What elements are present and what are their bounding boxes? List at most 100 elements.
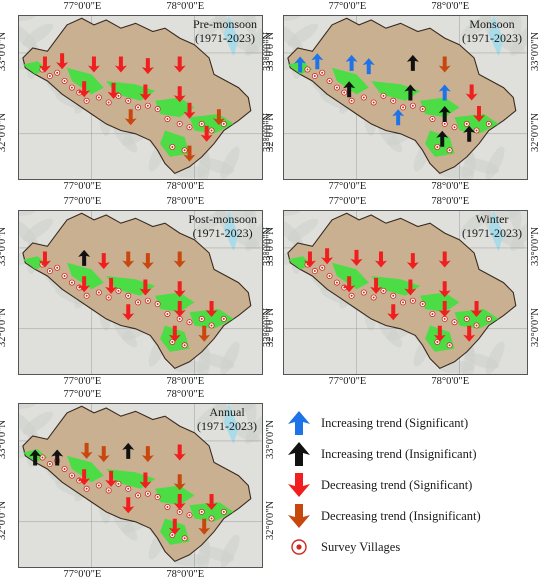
lat-label-left: 33°0'0"N xyxy=(0,31,8,71)
survey-village xyxy=(186,124,193,131)
trend-arrow xyxy=(463,125,476,142)
lon-label-bottom: 77°0'0"E xyxy=(63,181,102,192)
trend-arrow xyxy=(470,301,483,317)
survey-village xyxy=(341,89,348,96)
lat-label-left: 32°0'0"N xyxy=(0,112,8,152)
lon-label-top: 77°0'0"E xyxy=(63,1,102,12)
survey-village xyxy=(400,299,407,306)
trend-arrow xyxy=(205,494,218,510)
season-label: Annual xyxy=(209,405,245,419)
panel-title: Pre-monsoon (1971-2023) xyxy=(193,17,257,45)
survey-village xyxy=(169,143,176,150)
trend-arrow xyxy=(321,248,334,265)
trend-arrow xyxy=(51,449,64,466)
survey-village xyxy=(181,535,188,542)
survey-village xyxy=(144,297,151,304)
lon-label-top: 78°0'0"E xyxy=(166,1,205,12)
trend-arrow xyxy=(438,281,451,298)
survey-village xyxy=(181,342,188,349)
survey-village xyxy=(83,485,90,492)
panel-title: Winter (1971-2023) xyxy=(462,212,522,240)
map-frame xyxy=(283,210,528,375)
valley-zone xyxy=(454,114,499,134)
lon-label-top: 77°0'0"E xyxy=(63,196,102,207)
legend-label: Increasing trend (Insignificant) xyxy=(321,446,477,461)
survey-village xyxy=(135,492,142,499)
survey-village xyxy=(370,294,377,301)
trend-arrow xyxy=(97,446,110,463)
lon-label-bottom: 77°0'0"E xyxy=(328,181,367,192)
trend-arrow xyxy=(183,145,196,162)
legend-item-di: Decreasing trend (Insignificant) xyxy=(283,503,481,529)
legend-item-ds: Decreasing trend (Significant) xyxy=(283,472,472,498)
survey-village xyxy=(135,299,142,306)
survey-village xyxy=(220,120,227,127)
trend-arrow xyxy=(122,442,135,459)
survey-village xyxy=(419,301,426,308)
trend-arrow xyxy=(38,56,51,73)
trend-arrow xyxy=(212,109,225,126)
valley-zone xyxy=(67,67,104,95)
survey-village xyxy=(164,503,171,510)
trend-arrow xyxy=(105,470,118,487)
survey-village xyxy=(390,97,397,104)
survey-village xyxy=(434,143,441,150)
survey-village xyxy=(380,92,387,99)
survey-village xyxy=(198,120,205,127)
trend-arrow xyxy=(436,130,449,147)
panel-title: Annual (1971-2023) xyxy=(197,405,257,433)
survey-village xyxy=(473,322,480,329)
map-panel-winter: Winter (1971-2023) 77°0'0"E 78°0'0"E 77°0'0"… xyxy=(262,196,541,387)
trend-arrow xyxy=(438,84,451,101)
lat-label-left: 32°0'0"N xyxy=(261,112,273,152)
trend-arrow xyxy=(404,84,417,101)
lon-label-bottom: 78°0'0"E xyxy=(166,181,205,192)
survey-village xyxy=(208,127,215,134)
survey-village xyxy=(441,120,448,127)
survey-village xyxy=(164,115,171,122)
lon-label-bottom: 78°0'0"E xyxy=(166,376,205,387)
lake xyxy=(223,15,239,57)
lat-label-left: 32°0'0"N xyxy=(0,307,8,347)
map-panel-monsoon: Monsoon (1971-2023) 77°0'0"E 78°0'0"E 77°0'0… xyxy=(262,1,541,192)
lake xyxy=(223,210,239,252)
survey-village xyxy=(68,84,75,91)
trend-arrow xyxy=(122,304,135,321)
trend-arrow xyxy=(350,249,363,266)
survey-village xyxy=(326,78,333,85)
legend-label: Increasing trend (Significant) xyxy=(321,415,469,430)
trend-arrow xyxy=(122,497,135,514)
valley-zone xyxy=(155,485,195,506)
survey-village xyxy=(154,301,161,308)
survey-village xyxy=(429,310,436,317)
season-label: Winter xyxy=(475,212,509,226)
trend-arrow xyxy=(438,251,451,268)
survey-village xyxy=(164,310,171,317)
trend-arrow xyxy=(433,325,446,342)
survey-village xyxy=(326,273,333,280)
trend-arrow xyxy=(406,54,419,71)
trend-arrow xyxy=(343,276,356,293)
lon-label-top: 78°0'0"E xyxy=(166,389,205,400)
survey-village xyxy=(68,279,75,286)
survey-village xyxy=(429,115,436,122)
survey-village xyxy=(446,147,453,154)
survey-village xyxy=(441,315,448,322)
survey-village xyxy=(169,338,176,345)
survey-village xyxy=(144,102,151,109)
survey-village xyxy=(154,494,161,501)
lat-label-left: 33°0'0"N xyxy=(0,419,8,459)
survey-village xyxy=(115,480,122,487)
trend-arrow xyxy=(114,56,127,73)
survey-village xyxy=(154,106,161,113)
valley-zone xyxy=(332,262,369,290)
period-label: (1971-2023) xyxy=(195,31,255,45)
survey-village xyxy=(95,482,102,489)
survey-village xyxy=(348,97,355,104)
trend-arrow xyxy=(38,251,51,268)
trend-arrow xyxy=(139,84,152,101)
trend-arrow xyxy=(387,304,400,321)
survey-village xyxy=(61,466,68,473)
survey-village xyxy=(370,99,377,106)
lon-label-bottom: 78°0'0"E xyxy=(166,569,205,580)
